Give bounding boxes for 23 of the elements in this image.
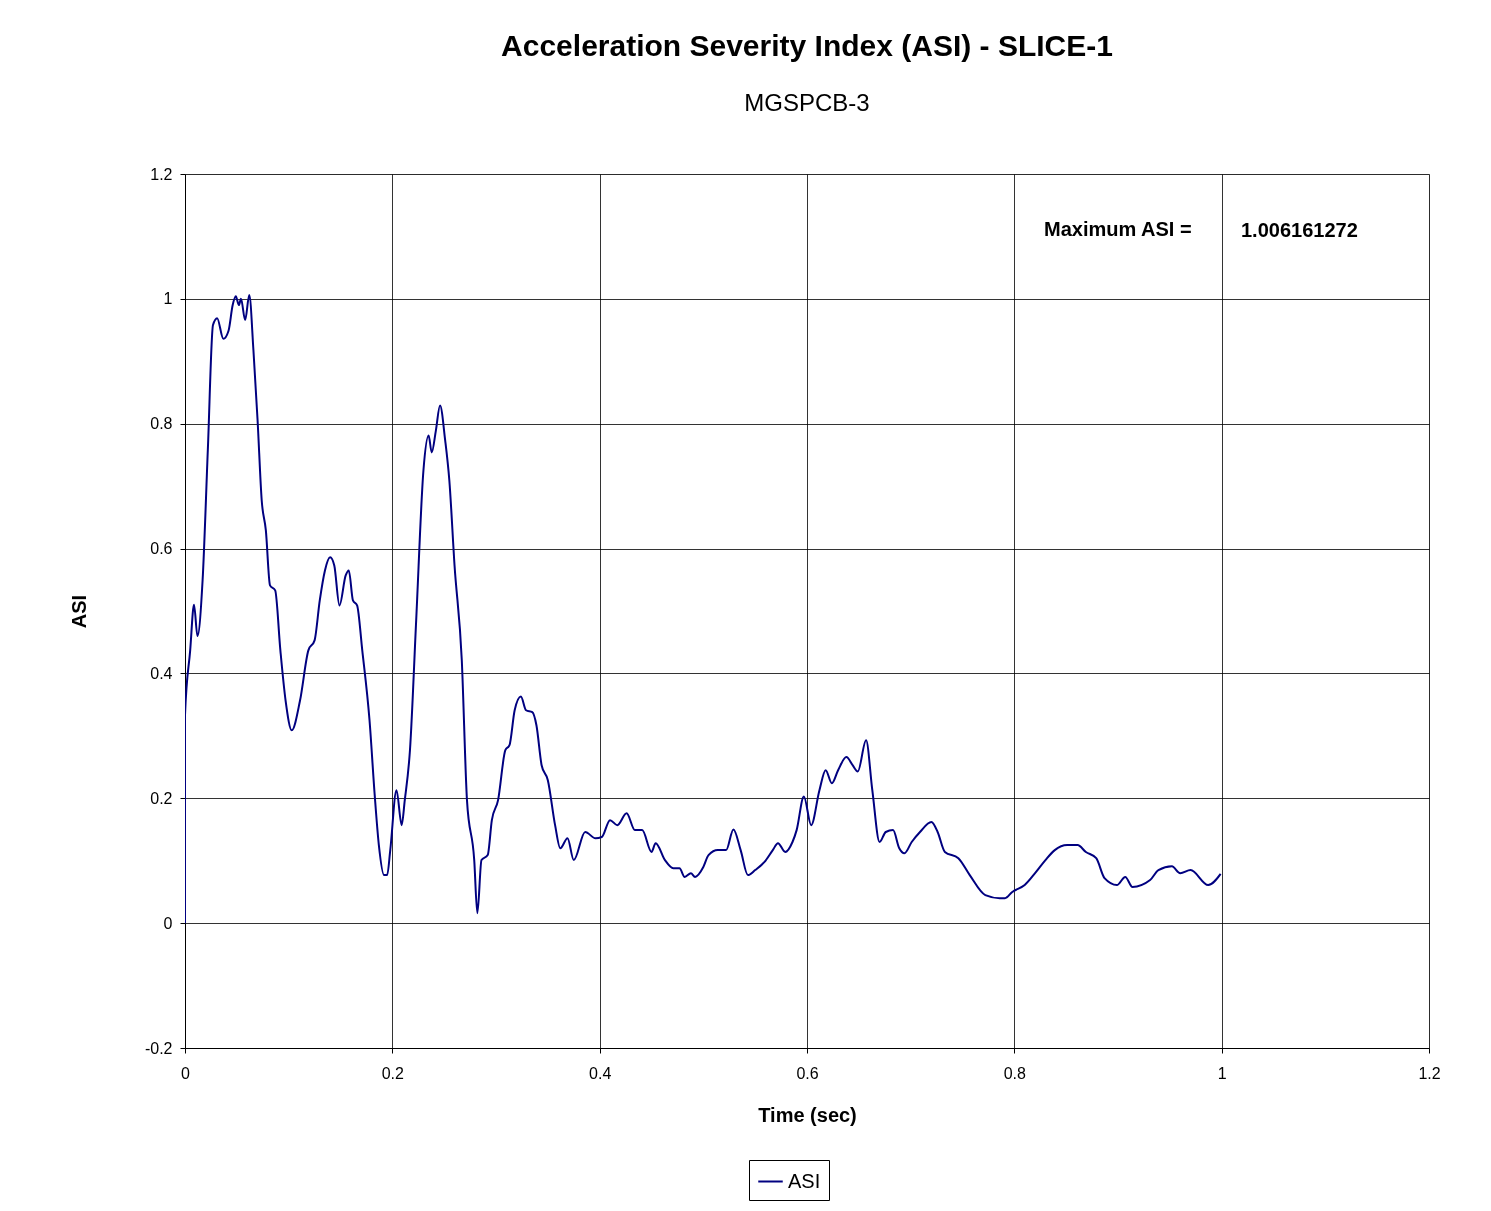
line-series xyxy=(185,294,1222,925)
y-tick-label: 0.8 xyxy=(150,415,173,433)
chart-title: Acceleration Severity Index (ASI) - SLICE-1 xyxy=(501,29,1113,62)
x-tick-label: 0.4 xyxy=(589,1064,612,1082)
y-axis-title: ASI xyxy=(67,594,90,629)
x-axis-title: Time (sec) xyxy=(758,1103,857,1126)
y-tick-label: 0.2 xyxy=(150,789,173,807)
chart-subtitle: MGSPCB-3 xyxy=(744,89,870,116)
annotation: Maximum ASI = xyxy=(1044,218,1192,240)
annotation: 1.006161272 xyxy=(1241,219,1358,241)
y-tick-label: -0.2 xyxy=(144,1039,173,1057)
x-tick-label: 1 xyxy=(1217,1064,1227,1082)
y-tick-label: 0.6 xyxy=(150,540,173,558)
x-tick-label: 1.2 xyxy=(1418,1064,1441,1082)
y-tick-label: 1.2 xyxy=(150,165,173,183)
x-tick-label: 0 xyxy=(181,1064,191,1082)
legend-label: ASI xyxy=(788,1169,821,1192)
y-tick-label: 0 xyxy=(163,914,173,932)
x-tick-label: 0.6 xyxy=(796,1064,819,1082)
x-tick-label: 0.8 xyxy=(1003,1064,1027,1082)
y-tick-label: 1 xyxy=(163,290,173,308)
y-tick-label: 0.4 xyxy=(150,664,173,682)
x-tick-label: 0.2 xyxy=(381,1064,405,1082)
